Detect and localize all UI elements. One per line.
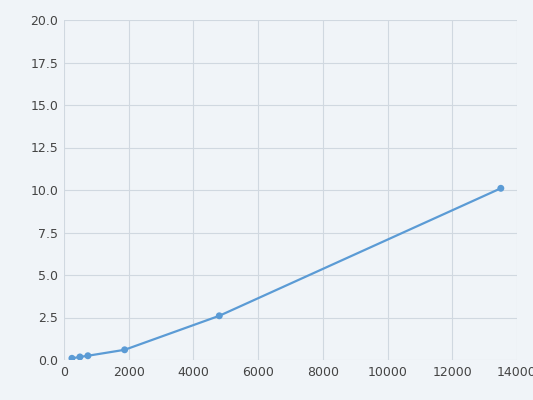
Point bbox=[120, 346, 129, 353]
Point bbox=[84, 352, 92, 359]
Point bbox=[68, 355, 76, 362]
Point bbox=[76, 354, 84, 360]
Point bbox=[497, 185, 505, 192]
Point bbox=[215, 313, 223, 319]
